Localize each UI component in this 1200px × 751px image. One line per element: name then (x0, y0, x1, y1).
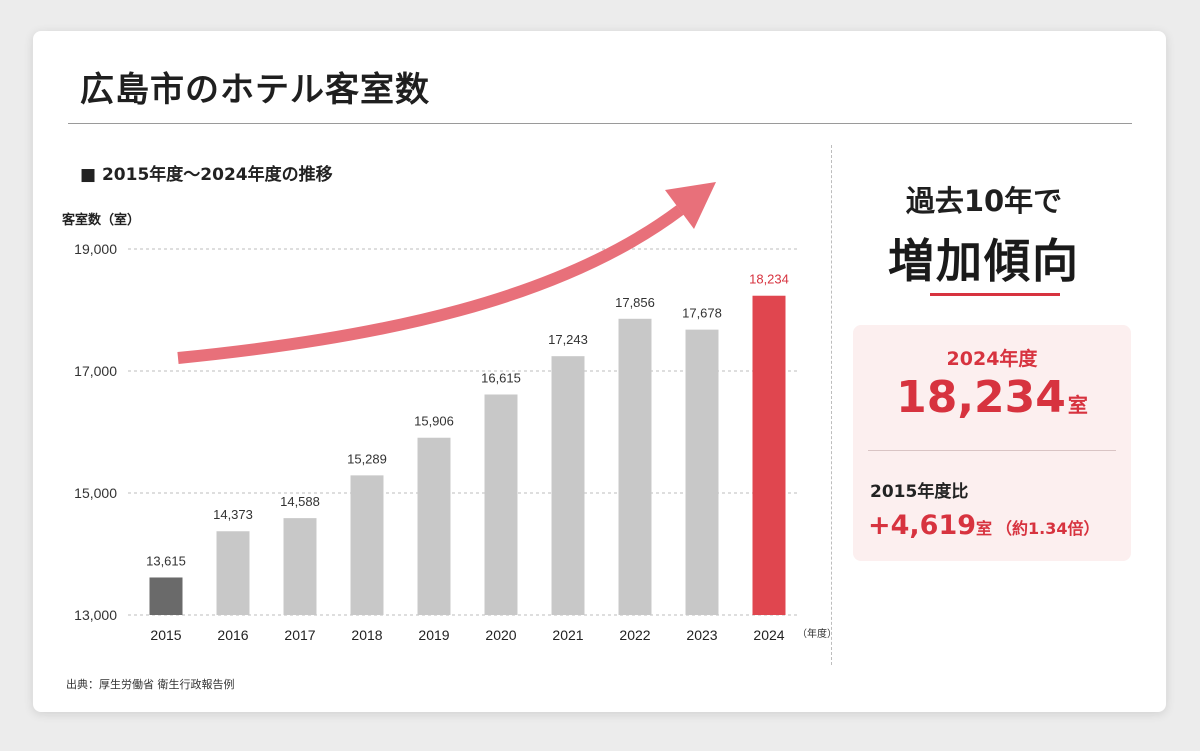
bar (618, 318, 652, 615)
y-tick-label: 13,000 (74, 607, 117, 623)
section-divider (831, 145, 832, 665)
data-label: 14,588 (280, 494, 320, 509)
bar (216, 531, 250, 615)
trend-arrow-shaft (177, 205, 684, 364)
x-tick-label: 2019 (418, 627, 449, 643)
chart-subtitle: ■ 2015年度～2024年度の推移 (80, 165, 333, 185)
bar (350, 475, 384, 615)
title-divider (68, 123, 1132, 124)
y-tick-label: 15,000 (74, 485, 117, 501)
data-label: 17,678 (682, 306, 722, 321)
data-label: 17,243 (548, 332, 588, 347)
stat-ratio: （約1.34倍） (996, 519, 1100, 538)
data-label: 14,373 (213, 507, 253, 522)
data-label: 18,234 (749, 272, 789, 287)
data-label: 15,906 (414, 414, 454, 429)
stat-separator (868, 450, 1116, 451)
x-tick-label: 2018 (351, 627, 382, 643)
x-tick-label: 2020 (485, 627, 516, 643)
data-label: 15,289 (347, 451, 387, 466)
data-label: 17,856 (615, 295, 655, 310)
source-note: 出典：厚生労働省 衛生行政報告例 (66, 678, 235, 691)
x-tick-label: 2024 (753, 627, 784, 643)
trend-arrow-head (665, 182, 716, 229)
bar (149, 577, 183, 615)
bar (484, 394, 518, 615)
data-label: 16,615 (481, 370, 521, 385)
highlight-emphasis: 増加傾向 (888, 234, 1080, 288)
bar (752, 295, 786, 615)
stat-compare-row: +4,619室 （約1.34倍） (868, 510, 1100, 541)
bar (685, 329, 719, 615)
y-axis-label: 客室数（室） (62, 212, 140, 228)
y-tick-label: 17,000 (74, 363, 117, 379)
page-title: 広島市のホテル客室数 (80, 70, 430, 110)
data-label: 13,615 (146, 553, 186, 568)
highlight-headline: 過去10年で (905, 184, 1063, 218)
x-axis-label: （年度） (797, 627, 837, 640)
x-tick-label: 2016 (217, 627, 248, 643)
highlight-underline (930, 293, 1060, 296)
x-tick-label: 2017 (284, 627, 315, 643)
x-tick-label: 2022 (619, 627, 650, 643)
bar (551, 356, 585, 615)
stat-value-row: 18,234 室 (853, 372, 1131, 423)
bar (417, 437, 451, 615)
x-tick-label: 2023 (686, 627, 717, 643)
stat-value: 18,234 (896, 372, 1066, 423)
stat-unit: 室 (1067, 393, 1088, 417)
stat-card (853, 325, 1131, 561)
stat-diff-value: +4,619 (868, 510, 977, 541)
x-tick-label: 2021 (552, 627, 583, 643)
y-tick-label: 19,000 (74, 241, 117, 257)
x-tick-label: 2015 (150, 627, 181, 643)
stat-compare-label: 2015年度比 (870, 482, 969, 502)
stat-year-label: 2024年度 (946, 348, 1038, 370)
bar (283, 518, 317, 615)
stat-diff-unit: 室 (976, 519, 993, 538)
